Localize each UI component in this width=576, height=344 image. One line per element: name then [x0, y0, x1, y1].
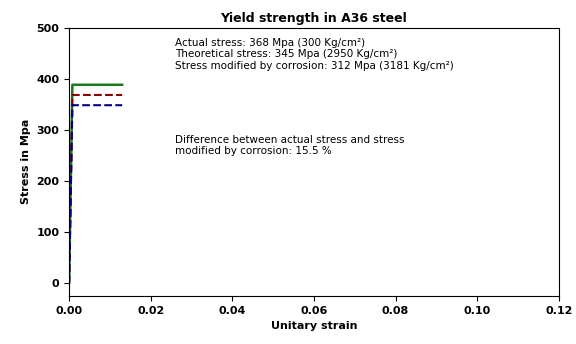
- Title: Yield strength in A36 steel: Yield strength in A36 steel: [221, 12, 407, 25]
- Y-axis label: Stress in Mpa: Stress in Mpa: [21, 119, 31, 204]
- X-axis label: Unitary strain: Unitary strain: [271, 321, 357, 331]
- Text: Difference between actual stress and stress
modified by corrosion: 15.5 %: Difference between actual stress and str…: [175, 135, 405, 157]
- Text: Actual stress: 368 Mpa (300 Kg/cm²)
Theoretical stress: 345 Mpa (2950 Kg/cm²)
St: Actual stress: 368 Mpa (300 Kg/cm²) Theo…: [175, 38, 454, 71]
